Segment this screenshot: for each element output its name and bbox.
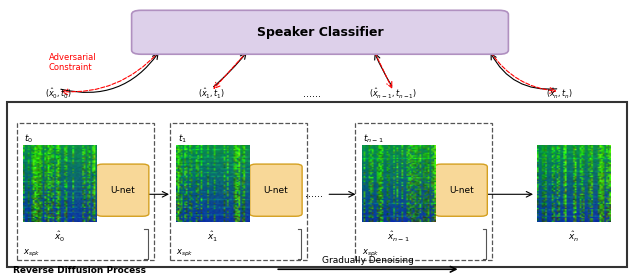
Text: U-net: U-net bbox=[110, 186, 135, 195]
Text: $x_{spk}$: $x_{spk}$ bbox=[176, 248, 194, 259]
Bar bbox=[7, 102, 627, 267]
Text: $t_0$: $t_0$ bbox=[24, 132, 33, 145]
Text: U-net: U-net bbox=[449, 186, 474, 195]
FancyBboxPatch shape bbox=[132, 10, 508, 54]
Text: $(\hat{x}_n,t_n)$: $(\hat{x}_n,t_n)$ bbox=[546, 87, 573, 101]
Bar bbox=[170, 123, 307, 260]
Text: $t_1$: $t_1$ bbox=[177, 132, 187, 145]
Bar bbox=[355, 123, 492, 260]
Text: Reverse Diffusion Process: Reverse Diffusion Process bbox=[13, 266, 147, 275]
Text: $(\hat{x}_0,t_0)$: $(\hat{x}_0,t_0)$ bbox=[45, 87, 72, 101]
Text: U-net: U-net bbox=[264, 186, 288, 195]
Text: $x_{spk}$: $x_{spk}$ bbox=[23, 248, 40, 259]
Text: ......: ...... bbox=[305, 189, 323, 199]
Text: $t_{n-1}$: $t_{n-1}$ bbox=[363, 132, 383, 145]
Text: Adversarial
Constraint: Adversarial Constraint bbox=[49, 53, 96, 72]
Text: $\hat{x}_1$: $\hat{x}_1$ bbox=[207, 230, 219, 244]
Text: $x_{spk}$: $x_{spk}$ bbox=[362, 248, 379, 259]
Text: Speaker Classifier: Speaker Classifier bbox=[257, 26, 383, 39]
FancyBboxPatch shape bbox=[435, 164, 487, 216]
Text: $\hat{x}_{n-1}$: $\hat{x}_{n-1}$ bbox=[387, 230, 410, 244]
FancyBboxPatch shape bbox=[250, 164, 302, 216]
Text: $(\hat{x}_{n-1},t_{n-1})$: $(\hat{x}_{n-1},t_{n-1})$ bbox=[369, 87, 417, 101]
Text: $\hat{x}_0$: $\hat{x}_0$ bbox=[54, 230, 65, 244]
Bar bbox=[17, 123, 154, 260]
Text: Gradually Denoising: Gradually Denoising bbox=[322, 256, 414, 265]
Text: $(\hat{x}_1,t_1)$: $(\hat{x}_1,t_1)$ bbox=[198, 87, 225, 101]
FancyBboxPatch shape bbox=[97, 164, 149, 216]
Text: ......: ...... bbox=[303, 89, 321, 99]
Text: $\hat{x}_n$: $\hat{x}_n$ bbox=[568, 230, 579, 244]
